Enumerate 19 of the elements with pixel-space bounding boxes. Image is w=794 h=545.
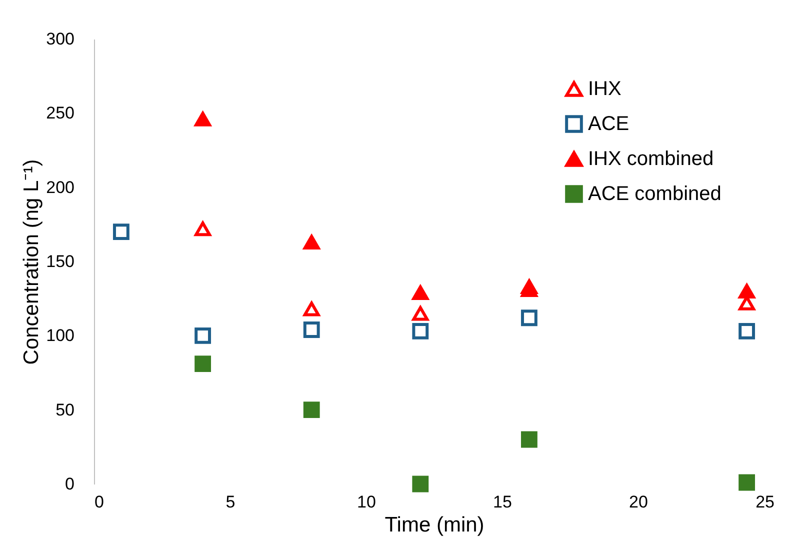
legend-label: ACE combined [588, 183, 722, 205]
legend-label: IHX combined [588, 148, 714, 170]
x-tick-label: 25 [756, 492, 774, 512]
x-axis-title: Time (min) [384, 514, 484, 536]
x-tick-label: 0 [94, 492, 104, 512]
x-tick-label: 15 [493, 492, 512, 512]
x-tick-label: 20 [629, 492, 648, 512]
x-tick-label: 10 [357, 492, 376, 512]
x-tick-label: 5 [226, 492, 236, 512]
y-tick-label: 250 [46, 104, 74, 123]
y-tick-label: 100 [46, 326, 74, 346]
y-tick-label: 300 [46, 30, 74, 48]
legend-label: IHX [588, 78, 622, 100]
y-tick-label: 0 [65, 474, 74, 494]
legend-label: ACE [588, 113, 630, 135]
y-tick-label: 150 [46, 252, 74, 271]
y-tick-label: 50 [56, 400, 74, 420]
y-tick-label: 200 [46, 178, 74, 197]
y-axis-title: Concentration (ng L⁻¹) [20, 159, 44, 365]
